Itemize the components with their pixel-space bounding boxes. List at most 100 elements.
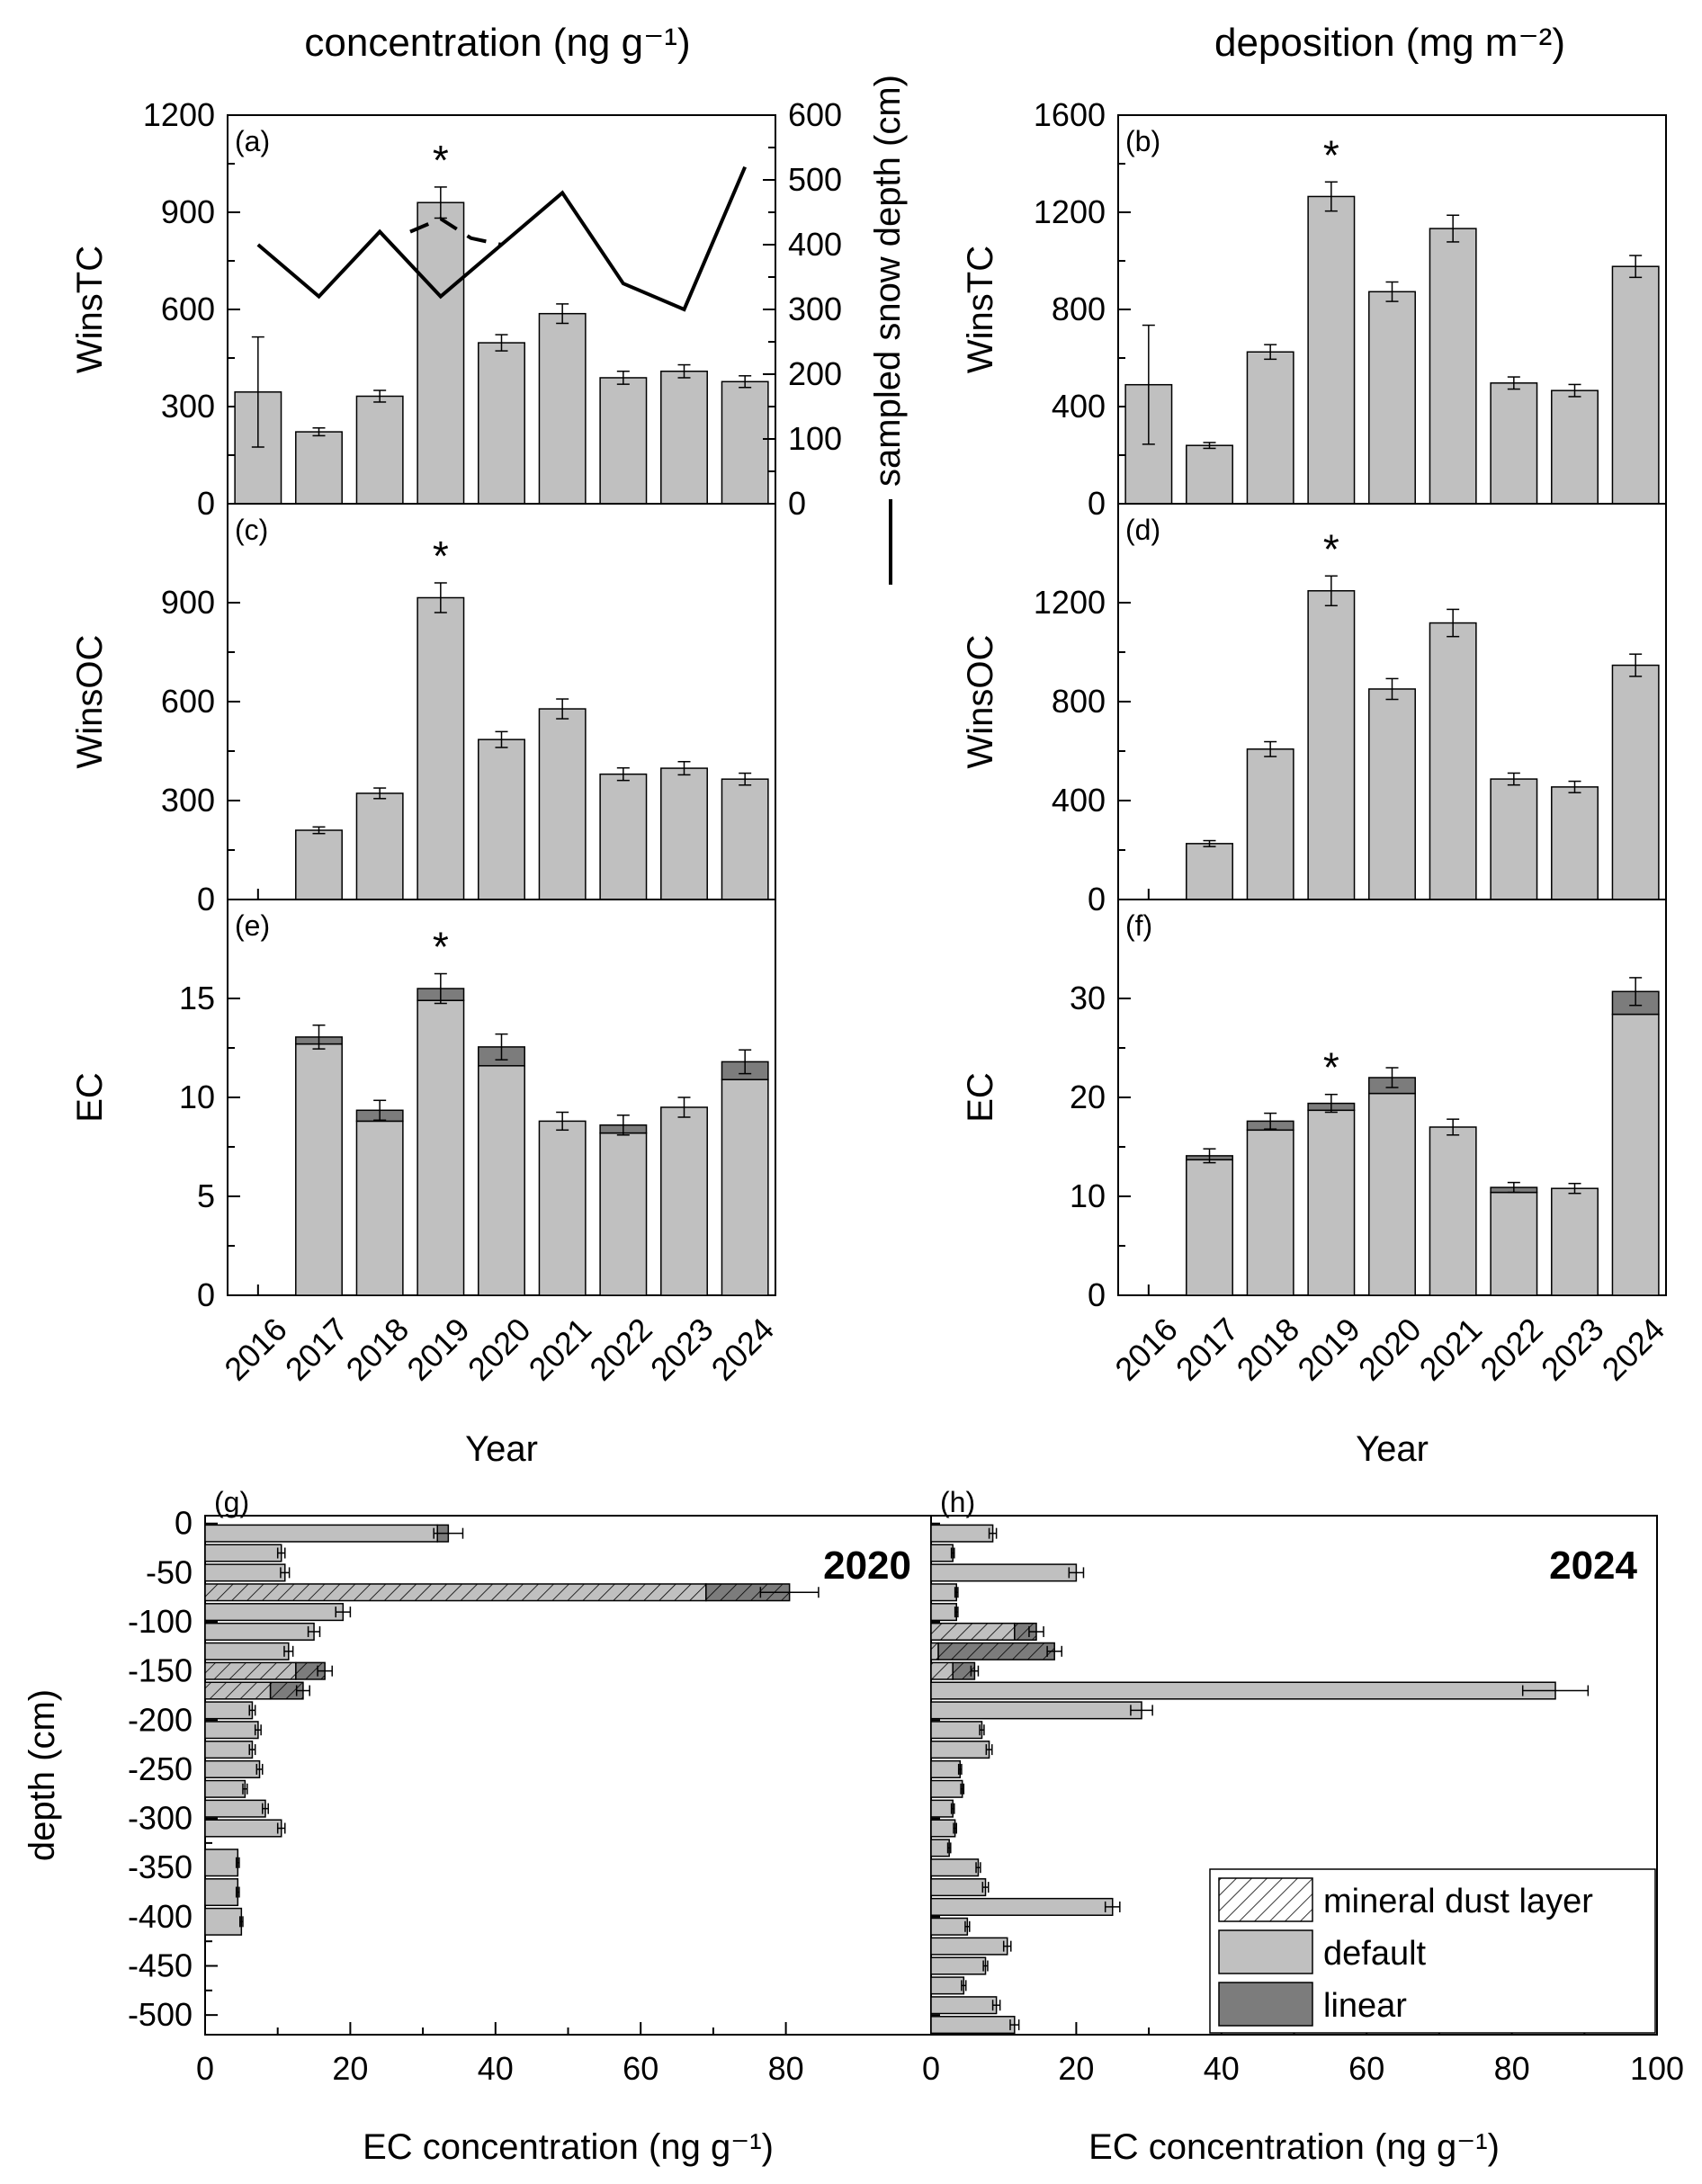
- y-tick-label-a: 600: [161, 291, 215, 327]
- hbar-h-220: [930, 1741, 990, 1759]
- x-tick-label-f: 2016: [1107, 1311, 1185, 1388]
- bar-f-2024: [1611, 1013, 1660, 1296]
- bar-f-2022: [1490, 1191, 1538, 1296]
- x-tick-label-h: 40: [1204, 2050, 1240, 2087]
- hbar-h-500: [930, 2016, 1016, 2035]
- x-tick-label-h: 20: [1058, 2050, 1094, 2087]
- bar-b-2021: [1429, 228, 1477, 505]
- x-axis-label-e: Year: [465, 1429, 538, 1469]
- bar-b-2018: [1246, 351, 1294, 505]
- y-tick-label-g: -450: [128, 1947, 193, 1984]
- bar-e-2018: [355, 1120, 404, 1296]
- snow-depth-line: [256, 166, 748, 312]
- hbar-g-20: [204, 1544, 282, 1562]
- x-tick-label-g: 80: [768, 2050, 804, 2087]
- y-tick-label-f: 30: [1070, 980, 1106, 1016]
- y-tick-label-b: 400: [1052, 388, 1106, 425]
- hbar-g-180: [204, 1701, 254, 1720]
- asterisk-c: *: [433, 533, 449, 579]
- y-tick-label-b: 800: [1052, 291, 1106, 327]
- bar-e-2021: [538, 1120, 587, 1296]
- asterisk-e: *: [433, 924, 449, 971]
- hbar-h-400: [930, 1917, 969, 1936]
- bar-c-2022: [599, 773, 648, 900]
- x-tick-label-h: 100: [1630, 2050, 1684, 2087]
- y-tick-label-e: 0: [197, 1276, 215, 1313]
- x-tick-label-f: 2019: [1290, 1311, 1367, 1388]
- y-tick-label-g: -300: [128, 1800, 193, 1837]
- right-column-title: deposition (mg m⁻²): [1214, 21, 1565, 65]
- y-tick-label-d: 800: [1052, 683, 1106, 720]
- bar-e-2020: [478, 1065, 525, 1296]
- panel-label-a: (a): [235, 125, 270, 157]
- bar-f-2023: [1551, 1187, 1599, 1296]
- legend-swatch-default: [1218, 1929, 1313, 1974]
- hbar-h-160: [930, 1681, 1556, 1700]
- hbar-h-320: [930, 1839, 950, 1857]
- x-tick-label-e: 2020: [461, 1311, 538, 1388]
- bar-a-2017: [295, 431, 343, 505]
- x-tick-label-f: 2018: [1230, 1311, 1307, 1388]
- x-tick-label-e: 2016: [217, 1311, 294, 1388]
- y-tick-label-d: 400: [1052, 782, 1106, 819]
- bar-c-2019: [417, 596, 465, 900]
- x-axis-label-g: EC concentration (ng g⁻¹): [363, 2127, 774, 2167]
- x-tick-label-g: 20: [332, 2050, 368, 2087]
- x-tick-label-e: 2024: [704, 1311, 782, 1388]
- hbar-h-300: [930, 1819, 956, 1838]
- legend-label-linear: linear: [1323, 1987, 1407, 2025]
- x-tick-label-f: 2020: [1351, 1311, 1429, 1388]
- hbar-g-390: [204, 1907, 243, 1936]
- y-tick-label-d: 0: [1088, 881, 1106, 917]
- hbar-g-60-dust-hatch: [205, 1583, 790, 1601]
- y-tick-label-g: -500: [128, 1996, 193, 2033]
- panel-label-b: (b): [1125, 125, 1160, 157]
- bar-f-2020: [1368, 1092, 1416, 1296]
- x-tick-label-g: 0: [196, 2050, 214, 2087]
- x-tick-label-f: 2021: [1412, 1311, 1490, 1388]
- bar-d-2018: [1246, 748, 1294, 900]
- bar-d-2021: [1429, 622, 1477, 900]
- bar-a-2022: [599, 377, 648, 505]
- y-tick-label-a: 0: [197, 485, 215, 522]
- y-axis-label-f: EC: [961, 1072, 1000, 1123]
- bar-c-2018: [355, 792, 404, 900]
- hbar-g-200: [204, 1721, 259, 1740]
- hbar-h-100-dust-hatch: [931, 1623, 1037, 1641]
- y-tick-label-g: -100: [128, 1603, 193, 1640]
- hbar-h-260: [930, 1779, 963, 1798]
- year-label-h: 2024: [1549, 1544, 1637, 1588]
- bar-e-2017: [295, 1043, 343, 1296]
- hbar-g-100: [204, 1622, 315, 1641]
- y2-tick-label-a: 500: [788, 161, 842, 198]
- left-column-title: concentration (ng g⁻¹): [304, 21, 690, 65]
- hbar-g-220: [204, 1741, 254, 1759]
- bar-a-2020: [478, 342, 525, 505]
- hbar-h-480: [930, 1996, 998, 2015]
- hbar-g-160-dust-hatch: [205, 1682, 303, 1699]
- y-tick-label-f: 0: [1088, 1276, 1106, 1313]
- y2-tick-label-a: 300: [788, 291, 842, 327]
- x-tick-label-f: 2022: [1473, 1311, 1550, 1388]
- bar-a-2024: [721, 380, 769, 505]
- hbar-h-180: [930, 1701, 1142, 1720]
- y-tick-label-b: 0: [1088, 485, 1106, 522]
- bar-f-2019: [1307, 1109, 1356, 1296]
- hbar-h-200: [930, 1721, 983, 1740]
- bar-e-2023: [660, 1106, 708, 1296]
- panel-label-h: (h): [940, 1486, 975, 1518]
- x-tick-label-e: 2019: [399, 1311, 477, 1388]
- snow-depth-dashed-2019: [409, 216, 502, 246]
- x-tick-label-e: 2018: [339, 1311, 417, 1388]
- bar-d-2024: [1611, 664, 1660, 900]
- hbar-g-300: [204, 1819, 282, 1838]
- hbar-g-120: [204, 1642, 290, 1660]
- bar-d-2022: [1490, 778, 1538, 900]
- hbar-g-280: [204, 1799, 266, 1818]
- bar-c-2024: [721, 778, 769, 900]
- bar-e-2019: [417, 999, 465, 1296]
- legend-swatch-hatch: [1218, 1877, 1313, 1922]
- hbar-g-260: [204, 1779, 246, 1798]
- hbar-h-380: [930, 1897, 1114, 1916]
- y-tick-label-g: -150: [128, 1652, 193, 1689]
